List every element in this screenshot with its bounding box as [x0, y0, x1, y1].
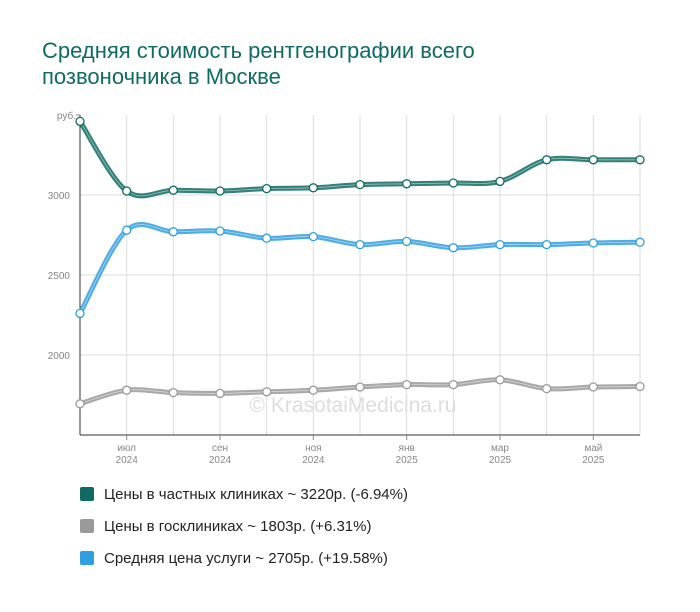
x-tick-label-month: мар: [491, 443, 509, 454]
x-tick-label-year: 2025: [582, 455, 605, 466]
x-tick-label-year: 2024: [209, 455, 232, 466]
y-tick-label: 2500: [48, 271, 71, 282]
x-tick-label-month: янв: [399, 443, 415, 454]
legend-swatch-average: [80, 551, 94, 565]
legend-item-average[interactable]: Средняя цена услуги ~ 2705р. (+19.58%): [80, 548, 408, 568]
series-point-0: [215, 186, 225, 196]
series-point-1: [495, 375, 505, 385]
series-point-0: [308, 183, 318, 193]
series-point-1: [402, 379, 412, 390]
legend-label-average: Средняя цена услуги ~ 2705р. (+19.58%): [104, 549, 388, 567]
series-point-0: [262, 183, 272, 194]
x-tick-label-month: июл: [117, 443, 136, 454]
legend-label-public: Цены в госклиниках ~ 1803р. (+6.31%): [104, 517, 372, 535]
series-point-1: [588, 382, 598, 392]
series-point-2: [355, 239, 365, 250]
series-point-1: [542, 383, 552, 394]
y-tick-label: 3000: [48, 191, 71, 202]
x-tick-label-month: сен: [212, 443, 228, 454]
series-point-0: [355, 179, 365, 190]
y-tick-label: 2000: [48, 351, 71, 362]
legend-item-private[interactable]: Цены в частных клиниках ~ 3220р. (-6.94%…: [80, 484, 408, 504]
series-point-0: [635, 155, 645, 165]
series-point-0: [448, 178, 458, 188]
series-point-1: [262, 387, 272, 397]
series-point-2: [75, 308, 85, 319]
chart-title: Средняя стоимость рентгенографии всего п…: [42, 38, 475, 89]
legend-swatch-private: [80, 487, 94, 501]
series-point-2: [542, 239, 552, 250]
x-tick-label-year: 2025: [489, 455, 512, 466]
series-point-2: [495, 239, 505, 250]
y-axis-unit-label: руб.: [57, 110, 76, 122]
x-tick-label-year: 2025: [396, 455, 419, 466]
x-tick-label-month: ноя: [305, 443, 322, 454]
series-point-1: [308, 385, 318, 395]
series-point-2: [122, 225, 132, 235]
series-point-1: [75, 399, 85, 409]
series-point-0: [588, 155, 598, 165]
series-point-2: [262, 233, 272, 243]
series-point-0: [402, 179, 412, 189]
series-point-2: [308, 231, 318, 242]
legend-label-private: Цены в частных клиниках ~ 3220р. (-6.94%…: [104, 485, 408, 503]
series-point-0: [168, 185, 178, 195]
chart-legend: Цены в частных клиниках ~ 3220р. (-6.94%…: [80, 484, 408, 580]
series-point-0: [542, 155, 552, 165]
series-point-1: [355, 382, 365, 392]
x-tick-label-year: 2024: [116, 455, 139, 466]
series-point-2: [588, 238, 598, 248]
series-point-1: [122, 385, 132, 395]
series-point-1: [635, 381, 645, 392]
legend-item-public[interactable]: Цены в госклиниках ~ 1803р. (+6.31%): [80, 516, 408, 536]
series-point-1: [168, 387, 178, 398]
series-point-0: [495, 176, 505, 187]
series-point-2: [402, 236, 412, 247]
x-tick-label-month: май: [584, 443, 602, 454]
series-point-1: [215, 388, 225, 399]
watermark: © KrasotaiMedicina.ru: [250, 394, 457, 417]
x-tick-label-year: 2024: [302, 455, 325, 466]
series-point-2: [168, 227, 178, 237]
series-point-2: [448, 243, 458, 253]
series-point-2: [635, 237, 645, 247]
series-point-0: [122, 186, 132, 196]
legend-swatch-public: [80, 519, 94, 533]
series-point-1: [448, 379, 458, 390]
series-point-2: [215, 226, 225, 236]
series-point-0: [75, 116, 85, 127]
